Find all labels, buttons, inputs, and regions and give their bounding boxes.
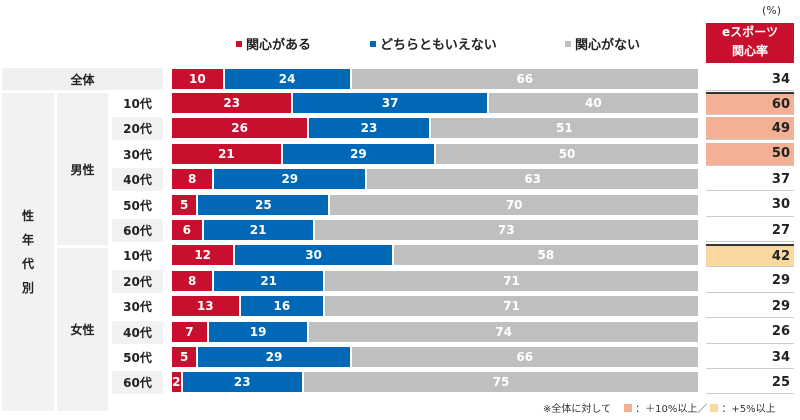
- bar-interested: 21: [172, 143, 283, 164]
- age-label: 20代: [112, 117, 163, 141]
- bar-interested: 2: [172, 372, 183, 393]
- footnote-mid: ：+5%以上: [721, 404, 776, 415]
- bar-not-interested: 75: [304, 372, 700, 393]
- bar-interested: 5: [172, 194, 199, 215]
- rate-value: 29: [706, 269, 794, 293]
- bar-not-interested: 50: [436, 143, 700, 164]
- bar-not-interested: 51: [430, 118, 700, 139]
- high-swatch: [624, 403, 633, 412]
- bar-interested: 8: [172, 169, 215, 190]
- rate-value: 29: [706, 295, 794, 319]
- legend-swatch: [236, 40, 242, 47]
- bar-not-interested: 71: [325, 270, 700, 291]
- footnote-prefix: ※全体に対して: [543, 404, 612, 415]
- bar-not-interested: 40: [488, 93, 700, 113]
- rate-header-line: eスポーツ: [722, 25, 778, 39]
- rate-value: 50: [706, 142, 794, 166]
- rate-value: 49: [706, 117, 794, 141]
- rate-value: 34: [706, 346, 794, 369]
- total-label: 全体: [2, 68, 163, 90]
- rate-value: 27: [706, 219, 794, 242]
- mid-swatch: [710, 403, 719, 412]
- legend-label: 関心がない: [575, 38, 641, 53]
- bar-not-interested: 58: [393, 245, 700, 266]
- bar-not-interested: 63: [367, 169, 700, 190]
- rate-value: 42: [706, 244, 794, 268]
- bar-not-interested: 73: [314, 220, 700, 240]
- unit-label: (%): [762, 4, 782, 17]
- age-label: 40代: [112, 320, 163, 344]
- age-label: 50代: [112, 193, 163, 217]
- bar-neutral: 24: [224, 69, 352, 89]
- rate-value: 25: [706, 371, 794, 395]
- age-label: 50代: [112, 346, 163, 369]
- legend-item-not-interested: 関心がない: [565, 34, 640, 53]
- rate-value: 34: [706, 68, 794, 91]
- bar-neutral: 19: [208, 321, 310, 342]
- bar-interested: 7: [172, 321, 209, 342]
- bar-interested: 10: [172, 69, 225, 89]
- bar-interested: 8: [172, 270, 215, 291]
- legend-item-neutral: どちらともいえない: [370, 34, 497, 53]
- rate-value: 26: [706, 320, 794, 344]
- age-label: 20代: [112, 269, 163, 293]
- bar-neutral: 25: [198, 194, 331, 215]
- rate-value: 37: [706, 168, 794, 192]
- bar-interested: 13: [172, 296, 241, 317]
- side-char: 別: [21, 281, 34, 295]
- legend-item-interested: 関心がある: [236, 34, 311, 53]
- bar-not-interested: 74: [309, 321, 700, 342]
- age-label: 30代: [112, 142, 163, 166]
- legend-label: どちらともいえない: [380, 38, 497, 53]
- bar-not-interested: 66: [351, 69, 700, 89]
- footnote: ※全体に対して ：＋10%以上／ ：+5%以上: [543, 400, 776, 415]
- side-label: 性 年 代 別: [2, 93, 54, 411]
- bar-neutral: 21: [214, 270, 326, 291]
- age-label: 60代: [112, 219, 163, 242]
- bar-interested: 23: [172, 93, 294, 113]
- footnote-high: ：＋10%以上／: [635, 404, 708, 415]
- bar-neutral: 29: [214, 169, 368, 190]
- side-char: 性: [21, 209, 34, 223]
- bar-neutral: 29: [198, 347, 352, 367]
- legend-swatch: [370, 40, 376, 47]
- bar-neutral: 37: [293, 93, 489, 113]
- bar-not-interested: 71: [325, 296, 700, 317]
- rate-header-line: 関心率: [731, 44, 768, 58]
- gender-female: 女性: [57, 248, 108, 411]
- bar-neutral: 21: [203, 220, 315, 240]
- bar-interested: 26: [172, 118, 310, 139]
- bar-interested: 12: [172, 245, 236, 266]
- age-label: 10代: [112, 244, 163, 268]
- gender-male: 男性: [57, 93, 108, 245]
- bar-neutral: 23: [182, 372, 304, 393]
- rate-value: 30: [706, 193, 794, 217]
- rate-value: 60: [706, 92, 794, 115]
- side-char: 代: [21, 257, 34, 271]
- bar-neutral: 30: [235, 245, 394, 266]
- side-char: 年: [21, 233, 34, 247]
- bar-not-interested: 70: [330, 194, 700, 215]
- age-label: 40代: [112, 168, 163, 192]
- bar-interested: 5: [172, 347, 199, 367]
- age-label: 60代: [112, 371, 163, 395]
- bar-neutral: 23: [309, 118, 431, 139]
- bar-neutral: 29: [282, 143, 436, 164]
- rate-header: eスポーツ 関心率: [706, 23, 794, 63]
- bar-interested: 6: [172, 220, 204, 240]
- legend-swatch: [565, 40, 571, 47]
- bar-neutral: 16: [240, 296, 326, 317]
- age-label: 30代: [112, 295, 163, 319]
- age-label: 10代: [112, 92, 163, 115]
- legend-label: 関心がある: [246, 38, 312, 53]
- bar-not-interested: 66: [351, 347, 700, 367]
